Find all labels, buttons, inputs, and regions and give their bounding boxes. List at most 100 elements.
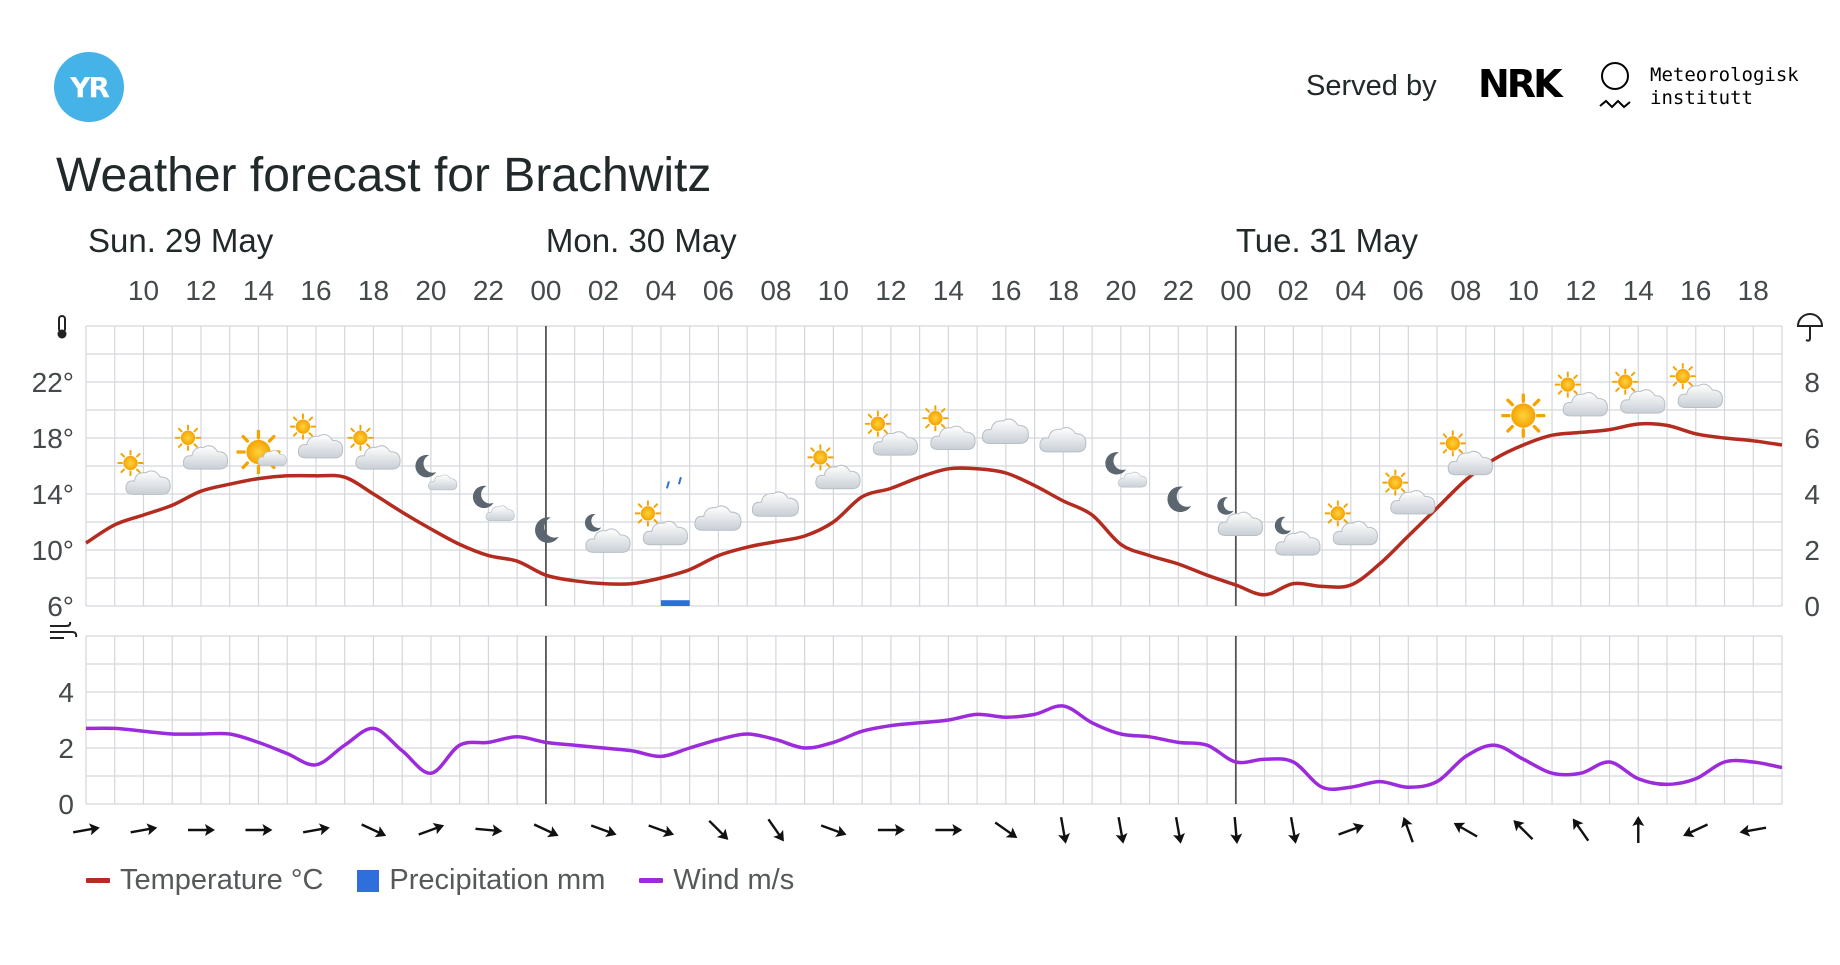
wind-direction-arrow [1338, 822, 1364, 836]
fair-night-icon [1105, 452, 1148, 488]
fair-night-icon [472, 485, 515, 522]
wind-direction-arrow [820, 824, 847, 838]
cloud-shape [751, 491, 799, 517]
met-institute-logo-icon [1601, 62, 1629, 90]
arrow-head [432, 822, 445, 835]
cloud-shape [1217, 511, 1264, 537]
wind-direction-arrow [533, 823, 559, 838]
wind-direction-arrow [767, 818, 784, 842]
wind-direction-arrow [1115, 816, 1128, 844]
wind-direction-arrow [361, 823, 387, 838]
cloudy-icon [1039, 426, 1087, 453]
met-line-1: Meteorologisk [1650, 64, 1799, 86]
hour-tick-label: 02 [1278, 275, 1309, 306]
arrow-head [1173, 832, 1185, 844]
wind-direction-arrow [72, 823, 100, 836]
partly-cloudy-night-icon [1217, 497, 1264, 537]
hour-tick-label: 20 [1105, 275, 1136, 306]
hour-tick-label: 06 [1393, 275, 1424, 306]
hour-tick-label: 10 [128, 275, 159, 306]
temp-y-tick: 6° [47, 591, 74, 622]
partly-cloudy-day-icon [807, 444, 861, 490]
hour-tick-label: 10 [818, 275, 849, 306]
moon-shape [1274, 516, 1292, 535]
hour-tick-label: 12 [1565, 275, 1596, 306]
day-label: Tue. 31 May [1236, 222, 1419, 259]
sun-shape [634, 500, 661, 527]
hour-tick-label: 18 [1048, 275, 1079, 306]
arrow-head [262, 824, 273, 836]
cloud-shape [585, 528, 631, 553]
partly-cloudy-day-icon [1382, 469, 1436, 515]
hour-tick-label: 16 [990, 275, 1021, 306]
wind-direction-arrow [1632, 816, 1645, 843]
temp-y-tick: 22° [32, 367, 74, 398]
wind-direction-arrow [994, 821, 1018, 839]
wind-direction-arrow [1058, 816, 1070, 844]
sun-shape [864, 410, 891, 437]
partly-cloudy-day-icon [174, 424, 229, 470]
legend-label: Precipitation mm [389, 864, 606, 896]
cloudy-icon [981, 418, 1029, 445]
wind-direction-arrow [708, 819, 729, 840]
arrow-head [1453, 822, 1466, 834]
wind-y-tick: 2 [58, 733, 74, 764]
moon-shape [1217, 497, 1234, 515]
wind-direction-arrow [1683, 823, 1709, 838]
hour-tick-label: 16 [1680, 275, 1711, 306]
sun-shape [1554, 371, 1581, 398]
temp-y-tick: 10° [32, 535, 74, 566]
cloud-shape [872, 431, 919, 456]
arrow-head [1352, 822, 1364, 835]
legend-swatch [86, 878, 110, 883]
arrow-head [1683, 826, 1695, 838]
clear-night-icon [535, 517, 559, 543]
fair-day-icon [236, 430, 287, 474]
cloud-shape [428, 474, 458, 491]
partly-cloudy-day-icon [1612, 368, 1666, 414]
wind-direction-arrow [245, 824, 273, 836]
yr-logo-text: YR [70, 70, 110, 104]
served-by-text: Served by [1306, 70, 1437, 102]
cloud-shape [1275, 531, 1321, 556]
hour-tick-label: 06 [703, 275, 734, 306]
hour-tick-label: 12 [875, 275, 906, 306]
arrow-head [1005, 827, 1018, 839]
wind-icon-lines [50, 621, 78, 639]
temp-y-tick: 14° [32, 479, 74, 510]
precip-y-tick: 8 [1804, 367, 1820, 398]
wind-direction-arrow [1739, 824, 1767, 837]
legend-swatch [639, 878, 664, 883]
fair-day-icon [1501, 393, 1546, 438]
partly-cloudy-day-icon [347, 424, 401, 470]
cloud-shape [125, 470, 171, 495]
arrow-head [1230, 833, 1243, 844]
precip-y-tick: 2 [1804, 535, 1820, 566]
wind-y-tick: 4 [58, 677, 74, 708]
hour-tick-label: 22 [473, 275, 504, 306]
arrow-head [374, 826, 387, 838]
hour-tick-label: 20 [415, 275, 446, 306]
sun-shape [1324, 500, 1351, 527]
arrow-head [491, 824, 503, 837]
cloud-shape [930, 425, 976, 451]
wind-direction-arrow [935, 824, 963, 836]
hour-tick-label: 02 [588, 275, 619, 306]
arrow-head [1115, 832, 1128, 844]
day-label: Mon. 30 May [546, 222, 737, 259]
moon-shape [584, 513, 602, 532]
precip-y-tick: 0 [1804, 591, 1820, 622]
umbrella-icon [1796, 313, 1824, 342]
cloud-shape [1562, 391, 1608, 417]
rain-drop-mark [677, 476, 682, 485]
partly-cloudy-day-icon [1669, 363, 1723, 409]
legend-item: Wind m/s [639, 864, 794, 897]
cloud-shape [1447, 450, 1493, 476]
hour-tick-label: 04 [645, 275, 676, 306]
cloud-shape [1118, 471, 1148, 488]
cloud-shape [981, 418, 1029, 445]
rain-drop-mark [665, 481, 670, 489]
hour-tick-label: 00 [1220, 275, 1251, 306]
sun-shape [347, 424, 374, 451]
arrow-head [318, 823, 330, 836]
